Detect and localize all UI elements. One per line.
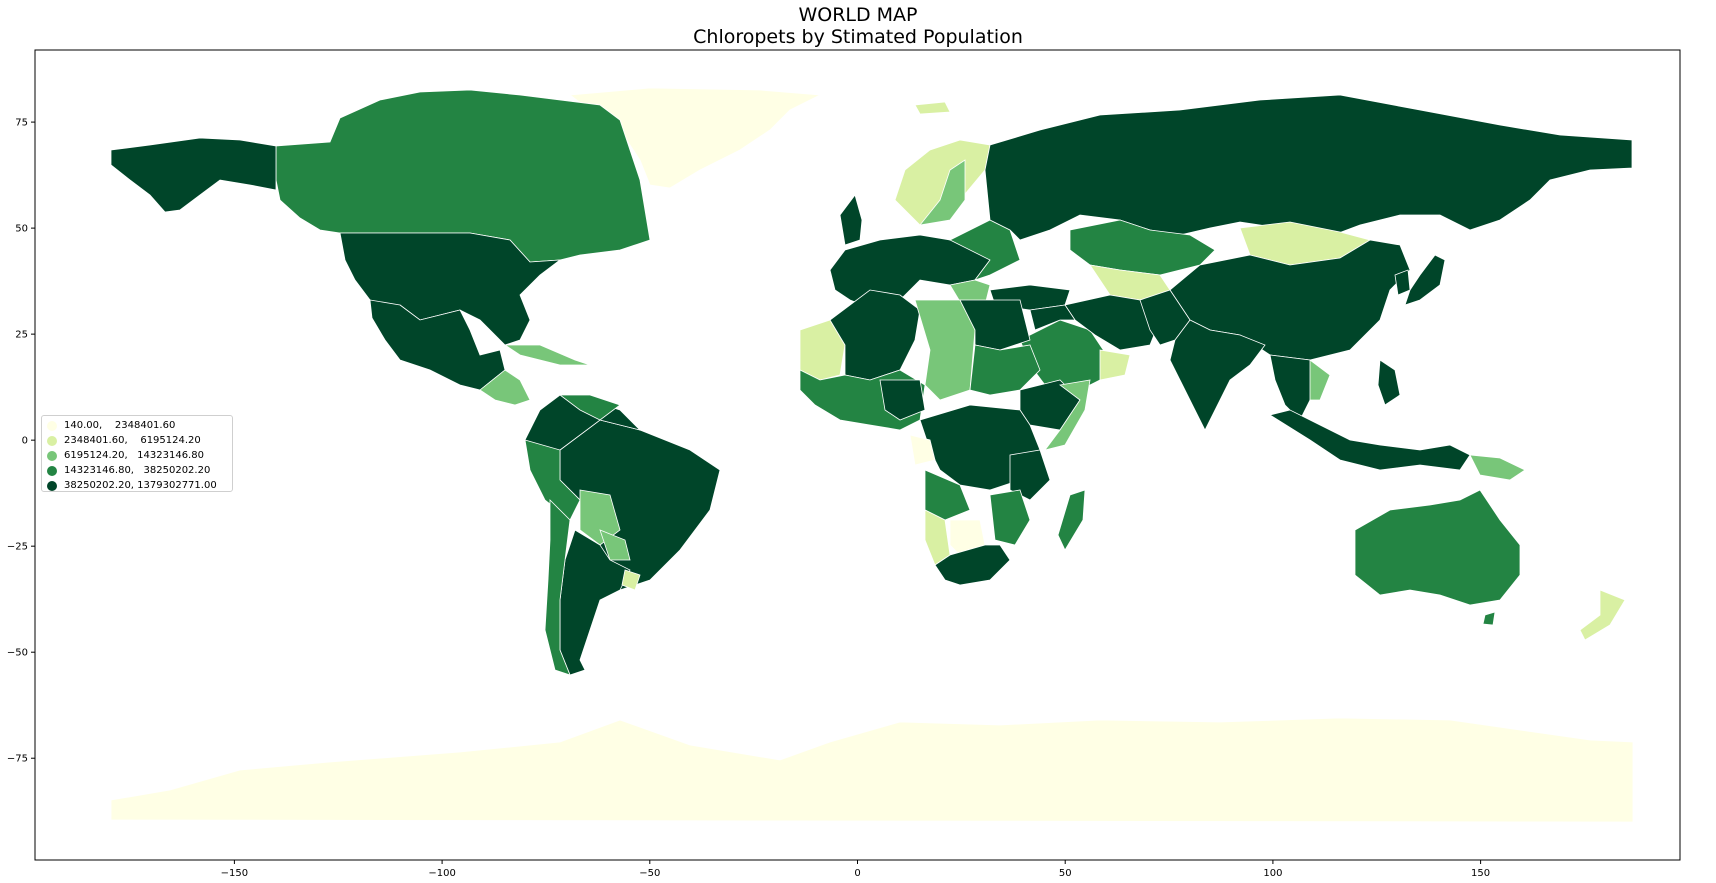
region-australia xyxy=(1354,489,1521,606)
region-japan xyxy=(1404,254,1446,306)
y-tick-label: −25 xyxy=(7,542,28,553)
legend-label: 6195124.20, 14323146.80 xyxy=(64,450,204,461)
legend-item: 2348401.60, 6195124.20 xyxy=(42,433,232,448)
region-india xyxy=(1169,319,1266,431)
legend-item: 38250202.20, 1379302771.00 xyxy=(42,478,232,493)
region-caribbean xyxy=(503,344,591,366)
region-somalia xyxy=(1044,379,1091,451)
legend-swatch xyxy=(47,435,57,446)
y-axis: 75 50 25 0 −25 −50 −75 xyxy=(7,118,35,765)
region-vietnam xyxy=(1309,359,1331,401)
region-north-africa xyxy=(829,289,921,381)
x-tick-label: −150 xyxy=(221,868,248,879)
region-chile xyxy=(544,499,571,676)
land-layer xyxy=(110,87,1634,823)
region-sudan xyxy=(969,344,1041,396)
region-philippines xyxy=(1377,359,1401,406)
x-tick-label: 0 xyxy=(854,868,860,879)
region-nigeria xyxy=(879,379,926,421)
legend-label: 14323146.80, 38250202.20 xyxy=(64,465,211,476)
region-antarctica xyxy=(110,717,1634,823)
x-axis: −150 −100 −50 0 50 100 150 xyxy=(221,860,1490,879)
y-tick-label: 0 xyxy=(22,436,28,447)
region-svalbard xyxy=(914,101,951,115)
region-mozambique xyxy=(989,489,1031,546)
region-central-america xyxy=(479,369,531,406)
region-paraguay xyxy=(599,529,631,561)
region-sweden xyxy=(919,159,966,226)
region-tanzania xyxy=(1009,449,1051,501)
y-tick-label: −50 xyxy=(7,648,28,659)
region-south-africa xyxy=(934,544,1011,586)
legend-item: 140.00, 2348401.60 xyxy=(42,418,232,433)
region-png xyxy=(1469,454,1526,481)
region-korea xyxy=(1394,269,1411,296)
title-line-2: Chloropets by Stimated Population xyxy=(693,26,1023,48)
y-tick-label: 25 xyxy=(15,330,28,341)
region-iran xyxy=(1064,294,1161,351)
region-peru xyxy=(524,439,581,521)
region-russia xyxy=(984,94,1633,241)
legend-label: 2348401.60, 6195124.20 xyxy=(64,435,201,446)
legend-label: 38250202.20, 1379302771.00 xyxy=(64,480,217,491)
y-tick-label: 75 xyxy=(15,118,28,129)
region-angola xyxy=(924,469,971,521)
region-alaska xyxy=(110,137,277,213)
legend-label: 140.00, 2348401.60 xyxy=(64,420,176,431)
region-uk xyxy=(839,194,863,246)
legend-item: 6195124.20, 14323146.80 xyxy=(42,448,232,463)
region-congo-west xyxy=(909,434,936,466)
region-oman xyxy=(1099,349,1131,381)
legend-swatch xyxy=(47,465,57,476)
x-tick-label: −50 xyxy=(639,868,660,879)
region-venezuela xyxy=(558,394,621,421)
legend: 140.00, 2348401.60 2348401.60, 6195124.2… xyxy=(41,415,233,492)
y-tick-label: 50 xyxy=(15,224,28,235)
region-levant xyxy=(1029,304,1076,331)
region-canada xyxy=(275,89,651,263)
legend-swatch xyxy=(47,480,57,491)
x-tick-label: −100 xyxy=(428,868,455,879)
region-new-zealand xyxy=(1579,589,1626,641)
y-tick-label: −75 xyxy=(7,754,28,765)
legend-swatch xyxy=(47,420,57,431)
x-tick-label: 50 xyxy=(1059,868,1072,879)
region-indonesia xyxy=(1268,409,1471,471)
region-madagascar xyxy=(1057,489,1086,551)
legend-swatch xyxy=(47,450,57,461)
chart-title: WORLD MAP Chloropets by Stimated Populat… xyxy=(0,4,1716,48)
title-line-1: WORLD MAP xyxy=(798,4,918,26)
region-tasmania xyxy=(1482,611,1496,626)
x-tick-label: 100 xyxy=(1263,868,1282,879)
region-uruguay xyxy=(621,569,641,591)
legend-item: 14323146.80, 38250202.20 xyxy=(42,463,232,478)
x-tick-label: 150 xyxy=(1471,868,1490,879)
